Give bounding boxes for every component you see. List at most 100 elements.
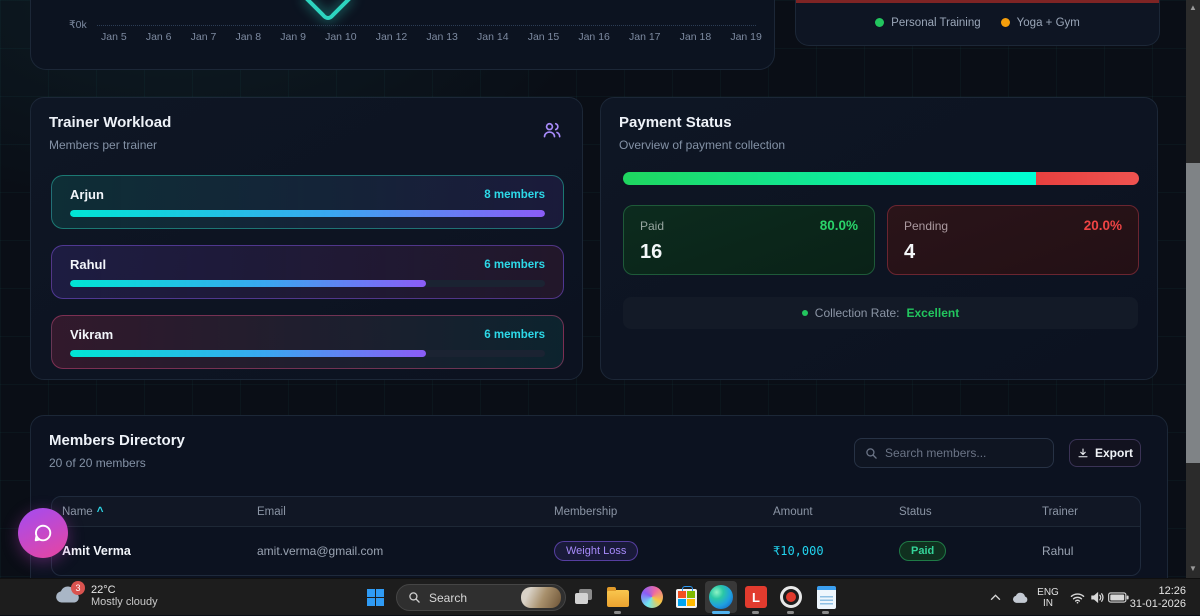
gridline-zero xyxy=(97,25,756,26)
copilot-icon[interactable] xyxy=(640,585,664,609)
paid-label: Paid xyxy=(640,219,665,233)
trainer-progress-track xyxy=(70,210,545,217)
tray-date: 31-01-2026 xyxy=(1129,597,1186,610)
scroll-down-icon[interactable]: ▼ xyxy=(1189,564,1197,573)
x-axis-label: Jan 13 xyxy=(426,31,458,43)
trainer-name: Vikram xyxy=(70,327,114,342)
screen-recorder-icon[interactable] xyxy=(779,585,803,609)
column-header-membership[interactable]: Membership xyxy=(554,505,618,518)
members-search[interactable] xyxy=(854,438,1054,468)
payment-progress-bar xyxy=(623,172,1139,185)
tray-chevron-icon[interactable] xyxy=(986,579,1004,616)
collection-rate-label: Collection Rate: xyxy=(814,306,900,320)
table-row: Amit Verma amit.verma@gmail.com Weight L… xyxy=(52,527,1140,575)
taskbar-search[interactable]: Search xyxy=(396,584,566,611)
x-axis-label: Jan 8 xyxy=(235,31,262,43)
card-subtitle: 20 of 20 members xyxy=(49,456,146,470)
x-axis-label: Jan 9 xyxy=(280,31,306,43)
card-subtitle: Members per trainer xyxy=(49,138,158,152)
scroll-up-icon[interactable]: ▲ xyxy=(1189,3,1197,12)
pending-count: 4 xyxy=(904,241,916,263)
scrollbar-thumb[interactable] xyxy=(1186,163,1200,463)
trainer-name: Arjun xyxy=(70,187,104,202)
running-indicator xyxy=(752,611,759,614)
l-app-icon[interactable]: L xyxy=(744,585,768,609)
member-trainer: Rahul xyxy=(1042,544,1074,558)
search-input[interactable] xyxy=(885,446,1043,460)
membership-badge: Weight Loss xyxy=(554,541,639,561)
tray-time: 12:26 xyxy=(1158,584,1186,597)
trainer-progress-fill xyxy=(70,350,427,357)
x-axis-label: Jan 7 xyxy=(190,31,217,43)
task-view-icon[interactable] xyxy=(572,585,596,609)
status-dot-icon xyxy=(801,310,808,316)
x-axis-label: Jan 17 xyxy=(629,31,661,43)
legend-item: Personal Training xyxy=(875,17,981,29)
table-header-row: Name ^ Email Membership Amount Status Tra… xyxy=(52,497,1140,527)
start-button[interactable] xyxy=(367,589,384,606)
card-title: Payment Status xyxy=(619,114,732,131)
weather-widget[interactable]: 3 22°C Mostly cloudy xyxy=(53,581,158,609)
weather-temp: 22°C xyxy=(91,584,116,596)
chart-red-edge xyxy=(796,0,1159,3)
search-highlight-thumbnail xyxy=(521,587,561,608)
x-axis-label: Jan 18 xyxy=(679,31,712,43)
trainer-members-count: 6 members xyxy=(484,259,545,271)
taskbar: 3 22°C Mostly cloudy Search L ENG IN xyxy=(0,578,1200,615)
members-table: Name ^ Email Membership Amount Status Tra… xyxy=(51,496,1141,576)
trainer-row: Rahul 6 members xyxy=(51,245,564,299)
column-header-status[interactable]: Status xyxy=(899,505,932,518)
member-name: Amit Verma xyxy=(62,544,131,558)
legend-card: Personal Training Yoga + Gym xyxy=(795,0,1160,46)
users-icon xyxy=(543,122,561,138)
pending-percent: 20.0% xyxy=(1083,218,1122,233)
member-email: amit.verma@gmail.com xyxy=(257,544,384,558)
wifi-icon[interactable] xyxy=(1066,579,1088,616)
x-axis-label: Jan 12 xyxy=(375,31,408,43)
notification-badge: 3 xyxy=(71,581,85,595)
export-button[interactable]: Export xyxy=(1069,439,1141,467)
trainer-row: Vikram 6 members xyxy=(51,315,564,369)
column-header-amount[interactable]: Amount xyxy=(773,505,813,518)
trainer-members-count: 6 members xyxy=(484,329,545,341)
microsoft-store-icon[interactable] xyxy=(674,585,698,609)
weather-desc: Mostly cloudy xyxy=(91,596,158,608)
column-header-email[interactable]: Email xyxy=(257,505,286,518)
volume-icon[interactable] xyxy=(1086,579,1108,616)
pending-segment xyxy=(1035,172,1139,185)
x-axis-labels: Jan 5 Jan 6 Jan 7 Jan 8 Jan 9 Jan 10 Jan 12 Jan… xyxy=(101,31,762,43)
trainer-name: Rahul xyxy=(70,257,107,272)
chat-bubble-icon xyxy=(34,524,52,542)
paid-segment xyxy=(623,172,1036,185)
clock-widget[interactable]: 12:26 31-01-2026 xyxy=(1130,579,1186,616)
collection-rate-bar: Collection Rate: Excellent xyxy=(623,297,1138,329)
paid-count: 16 xyxy=(640,241,663,263)
file-explorer-icon[interactable] xyxy=(606,585,630,609)
x-axis-label: Jan 19 xyxy=(730,31,762,43)
download-icon xyxy=(1078,448,1088,458)
chat-fab-button[interactable] xyxy=(18,508,68,558)
search-icon xyxy=(409,592,420,603)
edge-browser-icon[interactable] xyxy=(709,585,733,609)
pending-stat-box: Pending 20.0% 4 xyxy=(887,205,1139,275)
running-indicator xyxy=(822,611,829,614)
trainer-progress-track xyxy=(70,350,545,357)
running-indicator-active xyxy=(712,611,730,614)
sort-asc-icon: ^ xyxy=(96,505,104,518)
running-indicator xyxy=(614,611,621,614)
x-axis-label: Jan 16 xyxy=(578,31,610,43)
revenue-chart-card: ₹0k Jan 5 Jan 6 Jan 7 Jan 8 Jan 9 Jan 10 Jan 1… xyxy=(30,0,775,70)
status-badge: Paid xyxy=(899,541,947,561)
export-label: Export xyxy=(1094,446,1133,460)
onedrive-icon[interactable] xyxy=(1008,579,1032,616)
column-header-name[interactable]: Name ^ xyxy=(62,505,104,518)
column-header-trainer[interactable]: Trainer xyxy=(1042,505,1078,518)
x-axis-label: Jan 6 xyxy=(145,31,172,43)
language-indicator[interactable]: ENG IN xyxy=(1037,586,1059,609)
paid-percent: 80.0% xyxy=(819,218,858,233)
chart-legend: Personal Training Yoga + Gym xyxy=(796,0,1159,45)
notepad-icon[interactable] xyxy=(814,585,838,609)
taskbar-search-label: Search xyxy=(429,590,468,605)
page-scrollbar[interactable]: ▲ ▼ xyxy=(1186,0,1200,578)
battery-icon[interactable] xyxy=(1104,579,1132,616)
